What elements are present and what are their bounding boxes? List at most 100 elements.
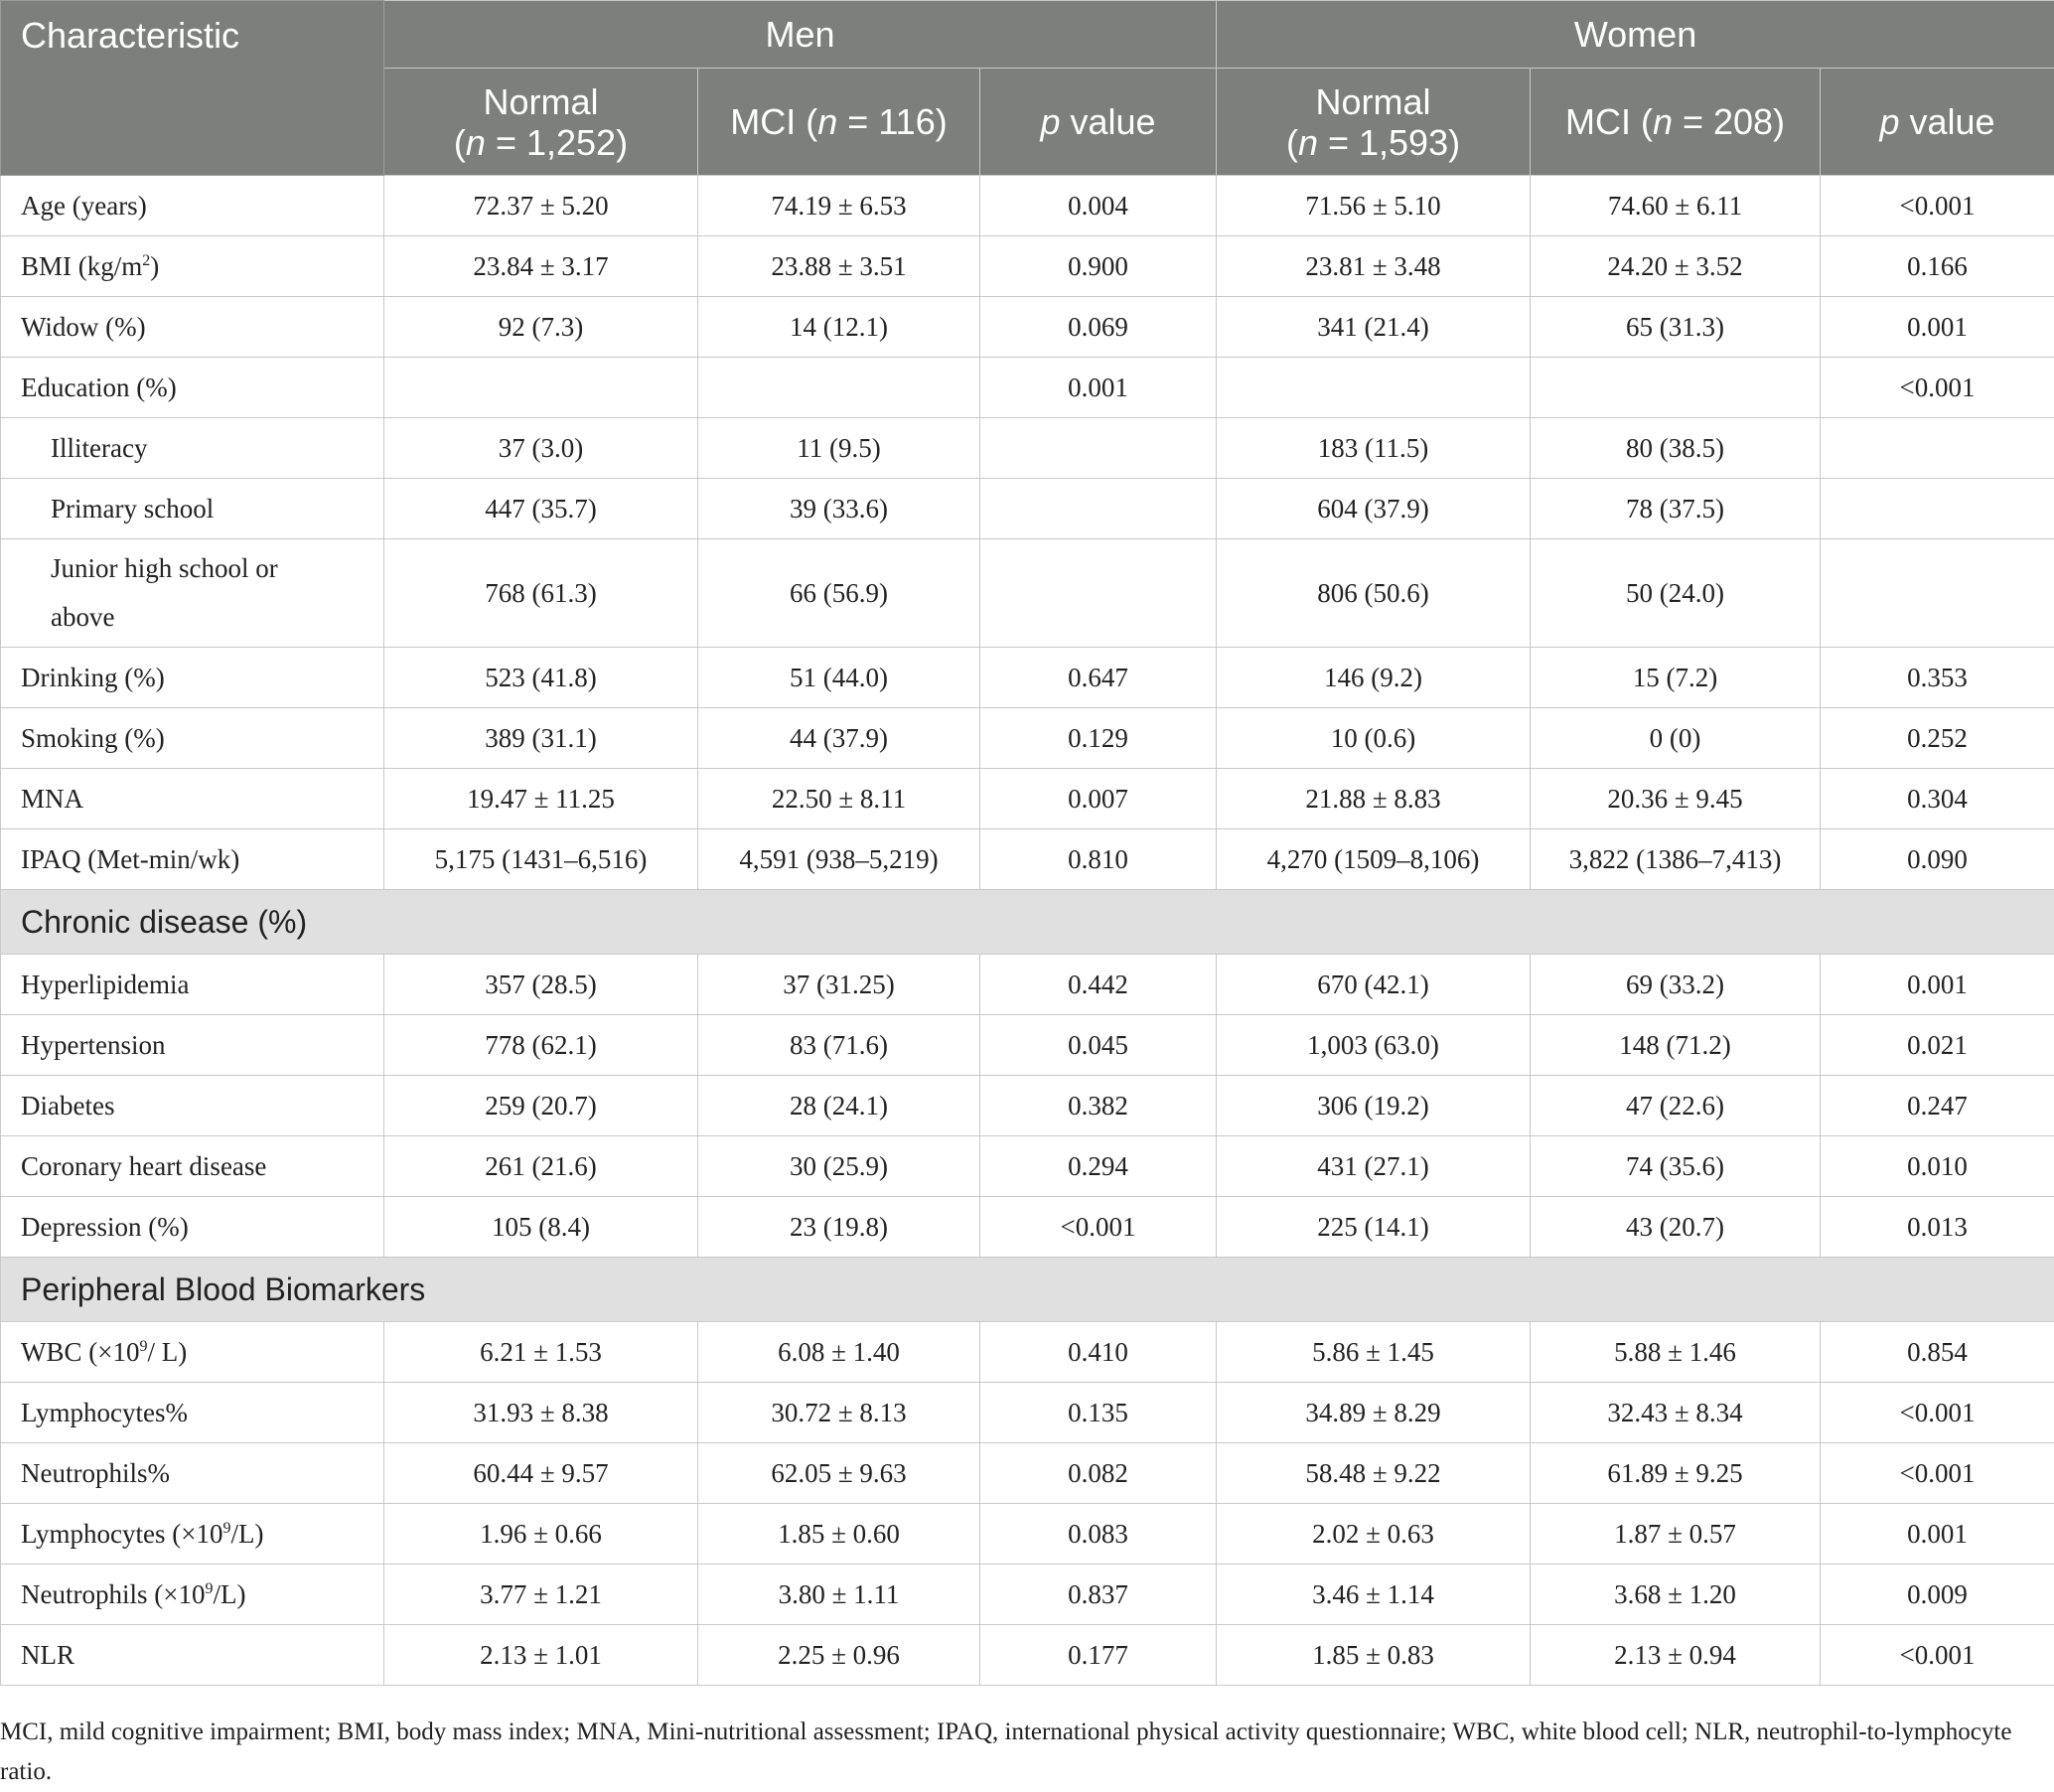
cell: <0.001: [1821, 176, 2054, 236]
cell: 0.083: [980, 1504, 1217, 1565]
cell: 14 (12.1): [698, 297, 980, 358]
header-women-normal: Normal(n = 1,593): [1217, 69, 1531, 176]
cell: 105 (8.4): [384, 1197, 698, 1258]
cell: [1821, 479, 2054, 539]
cell: [1821, 539, 2054, 648]
cell: 0.442: [980, 955, 1217, 1015]
table-footnote: MCI, mild cognitive impairment; BMI, bod…: [0, 1713, 2048, 1792]
cell: 1.96 ± 0.66: [384, 1504, 698, 1565]
cell: 604 (37.9): [1217, 479, 1531, 539]
cell: 74.19 ± 6.53: [698, 176, 980, 236]
characteristics-table: Characteristic Men Women Normal(n = 1,25…: [0, 0, 2054, 1686]
cell: 0.010: [1821, 1136, 2054, 1197]
cell: 0.135: [980, 1383, 1217, 1443]
table-container: Characteristic Men Women Normal(n = 1,25…: [0, 0, 2054, 1686]
cell: 19.47 ± 11.25: [384, 769, 698, 829]
row-label: Widow (%): [1, 297, 384, 358]
cell: 0.013: [1821, 1197, 2054, 1258]
cell: 806 (50.6): [1217, 539, 1531, 648]
cell: 15 (7.2): [1531, 648, 1821, 708]
cell: 1.85 ± 0.83: [1217, 1625, 1531, 1686]
cell: 23.81 ± 3.48: [1217, 236, 1531, 297]
cell: 1,003 (63.0): [1217, 1015, 1531, 1076]
cell: 0.247: [1821, 1076, 2054, 1136]
cell: 3.77 ± 1.21: [384, 1565, 698, 1625]
cell: 22.50 ± 8.11: [698, 769, 980, 829]
row-label: IPAQ (Met-min/wk): [1, 829, 384, 890]
cell: [1821, 418, 2054, 479]
row-label: NLR: [1, 1625, 384, 1686]
cell: 23.84 ± 3.17: [384, 236, 698, 297]
cell: 20.36 ± 9.45: [1531, 769, 1821, 829]
cell: 32.43 ± 8.34: [1531, 1383, 1821, 1443]
header-men-mci: MCI (n = 116): [698, 69, 980, 176]
cell: 5.88 ± 1.46: [1531, 1322, 1821, 1383]
cell: 74 (35.6): [1531, 1136, 1821, 1197]
cell: 2.13 ± 0.94: [1531, 1625, 1821, 1686]
cell: 66 (56.9): [698, 539, 980, 648]
header-characteristic: Characteristic: [1, 1, 384, 176]
cell: 225 (14.1): [1217, 1197, 1531, 1258]
row-label: Neutrophils (×109/L): [1, 1565, 384, 1625]
cell: 0.410: [980, 1322, 1217, 1383]
row-label: Lymphocytes (×109/L): [1, 1504, 384, 1565]
section-header-blood: Peripheral Blood Biomarkers: [1, 1258, 2054, 1322]
row-label: Illiteracy: [1, 418, 384, 479]
cell: [384, 358, 698, 418]
cell: 523 (41.8): [384, 648, 698, 708]
row-label: Depression (%): [1, 1197, 384, 1258]
cell: <0.001: [1821, 1383, 2054, 1443]
row-label: Smoking (%): [1, 708, 384, 769]
cell: 10 (0.6): [1217, 708, 1531, 769]
cell: 0.069: [980, 297, 1217, 358]
cell: [980, 479, 1217, 539]
cell: 0.021: [1821, 1015, 2054, 1076]
cell: 30.72 ± 8.13: [698, 1383, 980, 1443]
cell: 0 (0): [1531, 708, 1821, 769]
cell: 0.001: [1821, 1504, 2054, 1565]
cell: 34.89 ± 8.29: [1217, 1383, 1531, 1443]
table-row: IPAQ (Met-min/wk) 5,175 (1431–6,516)4,59…: [1, 829, 2054, 890]
cell: 670 (42.1): [1217, 955, 1531, 1015]
cell: 1.87 ± 0.57: [1531, 1504, 1821, 1565]
cell: <0.001: [1821, 1625, 2054, 1686]
cell: 0.004: [980, 176, 1217, 236]
cell: 60.44 ± 9.57: [384, 1443, 698, 1504]
cell: 0.900: [980, 236, 1217, 297]
row-label: Lymphocytes%: [1, 1383, 384, 1443]
cell: 78 (37.5): [1531, 479, 1821, 539]
cell: 0.837: [980, 1565, 1217, 1625]
cell: 74.60 ± 6.11: [1531, 176, 1821, 236]
cell: 3.46 ± 1.14: [1217, 1565, 1531, 1625]
cell: 72.37 ± 5.20: [384, 176, 698, 236]
cell: 0.090: [1821, 829, 2054, 890]
cell: 0.001: [980, 358, 1217, 418]
cell: 2.25 ± 0.96: [698, 1625, 980, 1686]
table-row: Illiteracy 37 (3.0)11 (9.5)183 (11.5)80 …: [1, 418, 2054, 479]
cell: 4,591 (938–5,219): [698, 829, 980, 890]
header-women: Women: [1217, 1, 2054, 69]
cell: 23.88 ± 3.51: [698, 236, 980, 297]
cell: 778 (62.1): [384, 1015, 698, 1076]
cell: 0.353: [1821, 648, 2054, 708]
cell: [1217, 358, 1531, 418]
cell: 0.082: [980, 1443, 1217, 1504]
header-women-pvalue: p value: [1821, 69, 2054, 176]
cell: 0.252: [1821, 708, 2054, 769]
cell: <0.001: [1821, 1443, 2054, 1504]
cell: 0.007: [980, 769, 1217, 829]
cell: 3.80 ± 1.11: [698, 1565, 980, 1625]
cell: 0.382: [980, 1076, 1217, 1136]
row-label: BMI (kg/m2): [1, 236, 384, 297]
cell: 61.89 ± 9.25: [1531, 1443, 1821, 1504]
cell: 6.21 ± 1.53: [384, 1322, 698, 1383]
